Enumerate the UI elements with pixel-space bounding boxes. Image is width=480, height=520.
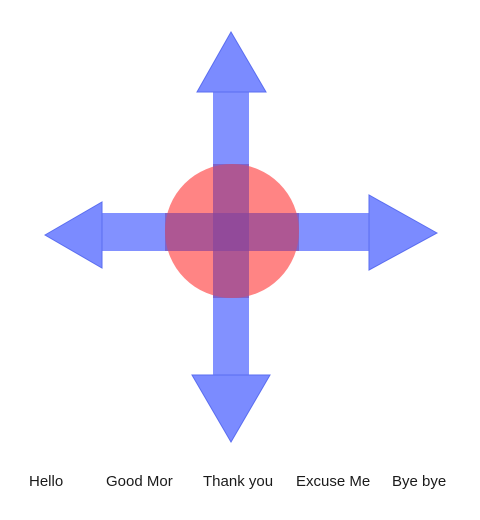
phrase-button-bye-bye[interactable]: Bye bye — [392, 473, 447, 490]
phrase-button-good-morning[interactable]: Good Mor — [106, 473, 173, 490]
arrow-left-icon[interactable] — [44, 201, 103, 269]
arrow-up-icon[interactable] — [196, 30, 267, 93]
phrase-button-hello[interactable]: Hello — [29, 473, 64, 490]
direction-pad — [44, 30, 439, 443]
arrow-down-icon[interactable] — [191, 374, 271, 443]
knob-horizontal-overlay — [165, 213, 299, 251]
phrase-button-thank-you[interactable]: Thank you — [203, 473, 274, 490]
arrow-right-icon[interactable] — [368, 194, 439, 271]
phrase-button-excuse-me[interactable]: Excuse Me — [296, 473, 371, 490]
